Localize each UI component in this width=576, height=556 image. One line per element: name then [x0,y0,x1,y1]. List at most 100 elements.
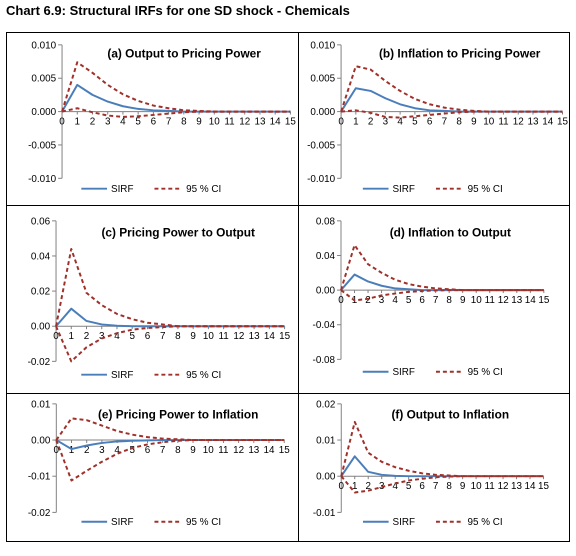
legend-label-ci: 95 % CI [186,184,221,195]
x-tick-label: 7 [433,295,439,306]
x-tick-label: 0 [338,295,344,306]
y-tick-label: 0.005 [31,74,56,85]
chart-e-svg: 0.010.00-0.01-0.020 1 2 3 4 5 6 7 8 9 10 11 12 13 14 15… [28,399,290,528]
x-tick-label: 2 [365,481,370,492]
x-tick-label: 1 [353,116,359,127]
chart-title: (d) Inflation to Output [390,226,511,240]
x-tick-label: 14 [264,445,275,456]
x-tick-label: 6 [145,331,151,342]
x-tick-label: 6 [151,116,157,127]
legend-label-sirf: SIRF [392,184,415,195]
x-tick-label: 13 [254,116,265,127]
x-tick-label: 13 [511,295,522,306]
x-tick-label: 4 [114,445,120,456]
chart-panel-a: 0.010 0.005 0.000 -0.005 -0.010 0 1 2 3 4 5 6 7 8 9 10 1… [6,32,299,206]
x-tick-label: 2 [365,295,371,306]
x-tick-label: 8 [456,116,462,127]
x-tick-label: 1 [75,116,81,127]
x-tick-label: 5 [406,481,412,492]
chart-c-svg: 0.060.040.020.00-0.020 1 2 3 4 5 6 7 8 9 10 11 12 13 1… [28,216,291,381]
x-tick-label: 10 [471,295,482,306]
x-tick-label: 0 [339,481,345,492]
x-tick-label: 5 [412,116,418,127]
x-tick-label: 1 [352,481,357,492]
x-tick-label: 15 [285,116,296,127]
x-tick-label: 7 [160,445,165,456]
x-tick-label: 13 [511,481,522,492]
x-tick-label: 11 [224,116,235,127]
x-tick-label: 4 [114,331,120,342]
y-tick-label: -0.010 [307,174,336,185]
x-tick-label: 14 [542,116,553,127]
y-tick-label: -0.005 [28,140,57,151]
x-tick-label: 10 [203,331,214,342]
chart-title: (b) Inflation to Pricing Power [379,47,541,61]
x-tick-label: 7 [166,116,172,127]
y-tick-label: 0.00 [316,472,336,483]
y-tick-label: 0.005 [310,74,335,85]
x-tick-label: 12 [233,445,244,456]
x-tick-label: 15 [538,481,549,492]
series-line-ci-lower [340,475,544,494]
series-line-ci-upper [55,247,285,328]
x-tick-label: 14 [270,116,281,127]
x-tick-label: 2 [84,331,90,342]
x-tick-label: 3 [383,116,389,127]
x-tick-label: 8 [446,481,452,492]
chart-title: (f) Output to Inflation [391,408,509,422]
legend-label-ci: 95 % CI [468,184,503,195]
y-tick-label: -0.02 [28,357,51,368]
y-tick-label: 0.00 [31,322,51,333]
x-tick-label: 3 [99,331,105,342]
legend-label-sirf: SIRF [393,517,415,528]
series-line-sirf [340,455,544,478]
x-tick-label: 5 [130,445,136,456]
y-tick-label: 0.04 [316,251,336,262]
y-tick-label: -0.08 [313,355,336,366]
chart-title: (a) Output to Pricing Power [107,47,261,61]
chart-panel-d: 0.08 0.04 0.00 -0.04 -0.08 0 1 2 3 4 5 6 7 8 9 10 11 12 13… [298,205,570,394]
x-tick-label: 8 [175,445,181,456]
y-tick-label: -0.01 [313,508,335,519]
x-tick-label: 9 [460,481,466,492]
x-tick-label: 4 [392,295,398,306]
y-tick-label: 0.010 [31,40,56,51]
legend-label-ci: 95 % CI [186,370,221,381]
x-tick-label: 11 [484,481,494,492]
y-tick-label: -0.010 [28,174,57,185]
series-line-sirf [340,273,544,292]
x-tick-label: 8 [181,116,187,127]
y-tick-label: 0.01 [31,399,50,410]
y-tick-label: -0.005 [307,140,336,151]
x-tick-label: 11 [218,445,228,456]
y-tick-label: -0.04 [313,320,336,331]
x-tick-label: 11 [219,331,230,342]
legend-label-sirf: SIRF [111,517,133,528]
legend-label-ci: 95 % CI [468,367,503,378]
chart-f-svg: 0.020.010.00-0.010 1 2 3 4 5 6 7 8 9 10 11 12 13 14 15(… [313,399,550,528]
y-tick-label: 0.000 [310,107,335,118]
x-tick-label: 1 [69,445,74,456]
x-tick-label: 7 [442,116,448,127]
x-tick-label: 15 [279,331,290,342]
x-tick-label: 10 [203,445,214,456]
x-tick-label: 9 [471,116,477,127]
x-tick-label: 14 [525,481,536,492]
series-line-ci-upper [340,420,544,478]
series-line-ci-upper [340,65,563,113]
series-line-ci-lower [55,325,285,363]
legend-label-sirf: SIRF [392,367,415,378]
x-tick-label: 6 [145,445,151,456]
page-title: Chart 6.9: Structural IRFs for one SD sh… [6,3,350,18]
legend-label-ci: 95 % CI [186,517,221,528]
x-tick-label: 6 [419,295,425,306]
y-tick-label: 0.02 [31,287,50,298]
x-tick-label: 12 [513,116,524,127]
x-tick-label: 0 [59,116,65,127]
x-tick-label: 15 [538,295,549,306]
x-tick-label: 13 [249,331,260,342]
x-tick-label: 3 [99,445,105,456]
series-line-ci-lower [340,109,563,119]
x-tick-label: 3 [379,295,385,306]
